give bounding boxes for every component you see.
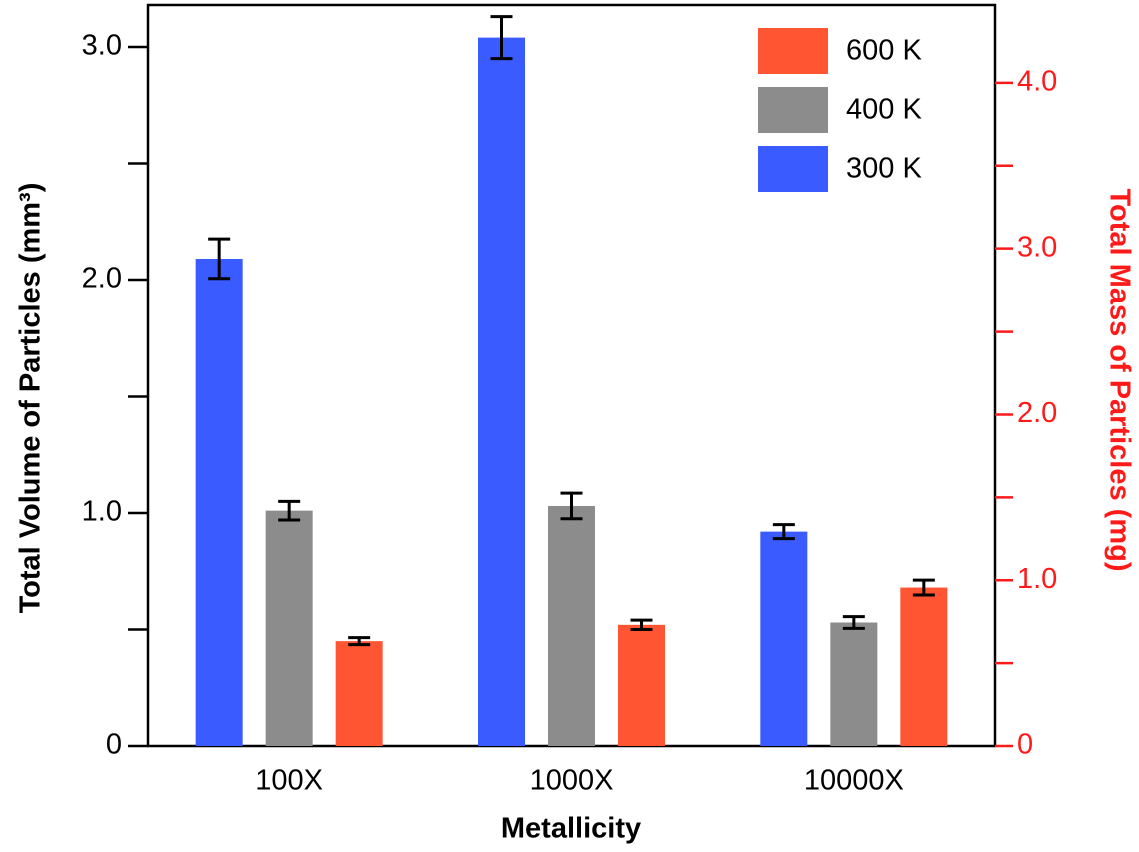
error-bar [208, 237, 231, 281]
legend-label: 400 K [846, 94, 922, 126]
y-tick-label: 0 [106, 729, 122, 761]
bar [478, 37, 525, 747]
legend-swatch [758, 28, 828, 74]
bar [830, 622, 878, 746]
error-bar [560, 491, 583, 521]
bar [618, 624, 665, 746]
error-bar [772, 523, 795, 541]
bar [265, 510, 313, 746]
error-bar [348, 636, 371, 647]
bar [548, 505, 595, 746]
y-tick-label: 3.0 [82, 30, 122, 62]
legend-label: 600 K [846, 35, 922, 67]
y2-tick-label: 2.0 [1017, 397, 1057, 429]
x-tick-label: 10000X [804, 765, 904, 797]
error-bar [842, 615, 865, 630]
y2-tick-label: 1.0 [1017, 563, 1057, 595]
error-bar [912, 578, 935, 597]
bar [760, 531, 808, 746]
error-bar [278, 499, 301, 522]
y2-tick-label: 3.0 [1017, 231, 1057, 263]
x-axis-label: Metallicity [501, 813, 641, 845]
x-tick-label: 100X [255, 765, 323, 797]
legend-label: 300 K [846, 153, 922, 185]
bar [335, 641, 383, 746]
error-bar [490, 15, 513, 61]
legend-swatch [758, 87, 828, 133]
y2-tick-label: 4.0 [1017, 66, 1057, 98]
x-tick-label: 1000X [530, 765, 614, 797]
bar [195, 258, 243, 746]
y-tick-label: 2.0 [82, 263, 122, 295]
y2-axis-label: Total Mass of Particles (mg) [1103, 189, 1135, 572]
y-tick-label: 1.0 [82, 496, 122, 528]
y-axis-label: Total Volume of Particles (mm³) [15, 183, 47, 614]
y2-tick-label: 0 [1017, 729, 1033, 761]
error-bar [630, 618, 653, 631]
bar [900, 587, 948, 746]
legend-swatch [758, 146, 828, 192]
